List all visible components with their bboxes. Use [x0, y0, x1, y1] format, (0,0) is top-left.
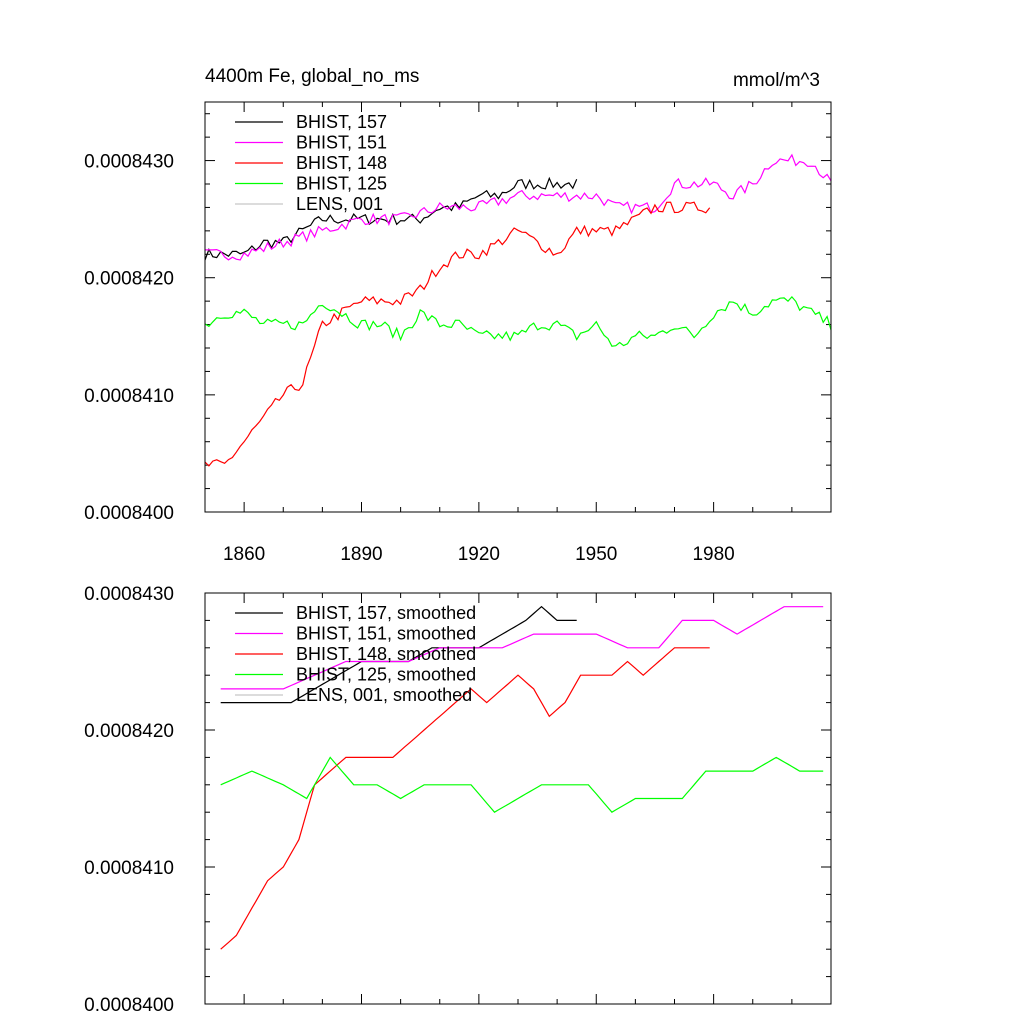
series-line: [204, 295, 832, 347]
y-tick-label: 0.0008420: [84, 269, 174, 290]
bottom-panel-tick-labels: 0.0008400 0.0008410 0.0008420 0.0008430: [84, 584, 174, 1016]
y-tick-label: 0.0008410: [84, 386, 174, 407]
y-tick-label: 0.0008420: [84, 721, 174, 742]
series-line: [204, 153, 832, 261]
legend-label: BHIST, 157, smoothed: [296, 603, 476, 623]
series-line: [220, 756, 824, 813]
series-line: [220, 647, 710, 950]
bottom-panel: 0.0008400 0.0008410 0.0008420 0.0008430 BHI…: [84, 584, 832, 1016]
top-panel-frame: [204, 101, 832, 513]
legend-label: LENS, 001, smoothed: [296, 685, 472, 705]
legend-label: BHIST, 125, smoothed: [296, 665, 476, 685]
legend-label: BHIST, 157: [296, 112, 387, 132]
x-tick-label: 1950: [575, 544, 617, 565]
top-panel: 4400m Fe, global_no_ms mmol/m^3 0.000840…: [84, 66, 832, 565]
legend-label: LENS, 001: [296, 194, 383, 214]
x-tick-label: 1890: [340, 544, 382, 565]
y-tick-label: 0.0008410: [84, 858, 174, 879]
legend-label: BHIST, 125: [296, 174, 387, 194]
legend-label: BHIST, 151, smoothed: [296, 624, 476, 644]
y-tick-label: 0.0008400: [84, 503, 174, 524]
x-tick-label: 1920: [458, 544, 500, 565]
top-panel-tick-labels: 0.0008400 0.0008410 0.0008420 0.0008430 1860…: [84, 152, 735, 565]
y-tick-label: 0.0008430: [84, 152, 174, 173]
series-line: [204, 201, 711, 467]
y-tick-label: 0.0008430: [84, 584, 174, 605]
bottom-panel-series: [220, 605, 824, 950]
bottom-panel-frame: [204, 592, 832, 1005]
x-tick-label: 1860: [223, 544, 265, 565]
top-panel-title: 4400m Fe, global_no_ms: [205, 66, 419, 87]
legend-label: BHIST, 148, smoothed: [296, 644, 476, 664]
top-panel-series: [204, 153, 832, 467]
y-tick-label: 0.0008400: [84, 995, 174, 1016]
legend-label: BHIST, 148: [296, 153, 387, 173]
top-panel-units: mmol/m^3: [733, 70, 820, 91]
series-line: [220, 606, 824, 690]
x-tick-label: 1980: [692, 544, 734, 565]
legend-label: BHIST, 151: [296, 133, 387, 153]
